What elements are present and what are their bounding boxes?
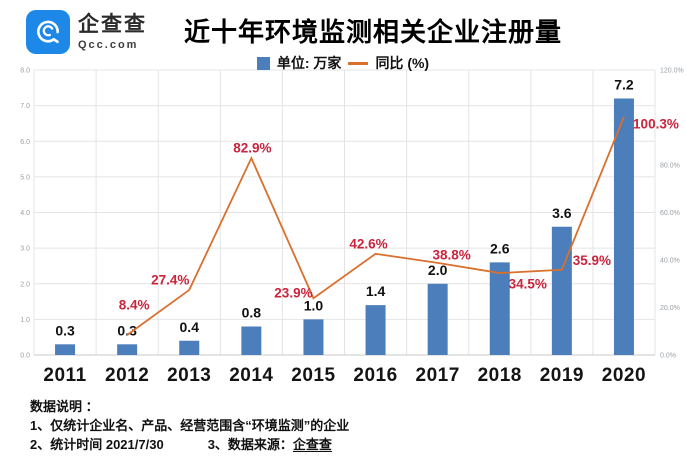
x-axis-label-2014: 2014 <box>229 365 273 386</box>
yoy-label-2014: 82.9% <box>233 141 271 156</box>
bar-legend-label: 单位: 万家 <box>276 55 342 71</box>
bar-2020 <box>613 98 634 355</box>
left-axis-tick: 1.0 <box>20 317 30 324</box>
left-axis-tick: 3.0 <box>20 246 30 253</box>
x-axis-label-2011: 2011 <box>43 365 86 386</box>
yoy-label-2018: 34.5% <box>509 277 547 292</box>
yoy-label-2015: 23.9% <box>274 286 312 301</box>
x-axis-label-2019: 2019 <box>540 365 584 386</box>
yoy-line <box>126 116 625 336</box>
right-axis-tick: 80.0% <box>660 163 680 170</box>
bar-2018 <box>489 262 510 355</box>
x-axis-label-2018: 2018 <box>478 365 522 386</box>
left-axis-tick: 5.0 <box>20 174 30 181</box>
line-legend-swatch-icon <box>348 61 369 65</box>
yoy-label-2020: 100.3% <box>633 116 679 131</box>
bar-value-label-2013: 0.4 <box>180 319 200 335</box>
note-3: 3、数据来源：企查查 <box>207 437 332 452</box>
note-2-3: 2、统计时间 2021/7/30 3、数据来源：企查查 <box>30 435 349 454</box>
bar-value-label-2015: 1.0 <box>304 297 324 313</box>
chart-legend: 单位: 万家 同比 (%) <box>0 53 686 73</box>
notes-heading: 数据说明 ： <box>30 399 99 414</box>
yoy-label-2019: 35.9% <box>573 253 611 268</box>
x-axis-label-2013: 2013 <box>167 365 211 386</box>
x-axis-label-2012: 2012 <box>105 365 149 386</box>
x-axis-label-2017: 2017 <box>416 365 460 386</box>
yoy-label-2012: 8.4% <box>119 298 150 313</box>
note-2: 2、统计时间 2021/7/30 <box>30 437 164 452</box>
x-axis-label-2016: 2016 <box>353 365 397 386</box>
bar-value-label-2020: 7.2 <box>614 77 634 93</box>
line-legend-label: 同比 (%) <box>375 55 430 71</box>
note-1: 1、仅统计企业名、产品、经营范围含“环境监测”的企业 <box>30 418 350 433</box>
note-3-source: 企查查 <box>292 437 332 452</box>
bar-2012 <box>117 344 138 355</box>
right-axis-tick: 120.0% <box>660 68 684 75</box>
bar-value-label-2016: 1.4 <box>366 283 386 299</box>
left-axis-tick: 4.0 <box>20 210 30 217</box>
bar-2017 <box>427 283 448 355</box>
bar-legend-swatch-icon <box>256 56 270 70</box>
bar-2013 <box>179 340 200 355</box>
right-axis-tick: 40.0% <box>660 258 680 265</box>
right-axis-tick: 20.0% <box>660 305 680 312</box>
qcc-logo: 企查查 Qcc.com <box>26 10 147 54</box>
left-axis-tick: 7.0 <box>20 103 30 110</box>
bar-2016 <box>365 305 386 355</box>
bar-value-label-2014: 0.8 <box>242 305 262 321</box>
logo-domain: Qcc.com <box>78 38 139 51</box>
x-axis-label-2015: 2015 <box>291 365 335 386</box>
left-axis-tick: 8.0 <box>20 68 30 75</box>
bar-2014 <box>241 326 262 355</box>
bar-value-label-2017: 2.0 <box>428 262 448 278</box>
yoy-label-2017: 38.8% <box>433 247 471 262</box>
bar-value-label-2012: 0.3 <box>117 322 137 338</box>
right-axis-tick: 60.0% <box>660 210 680 217</box>
bar-value-label-2018: 2.6 <box>490 240 510 256</box>
bar-2015 <box>303 319 324 355</box>
left-axis-tick: 2.0 <box>20 281 30 288</box>
left-axis-tick: 6.0 <box>20 139 30 146</box>
logo-name-cn: 企查查 <box>78 12 147 36</box>
data-notes: 数据说明 ： 1、仅统计企业名、产品、经营范围含“环境监测”的企业 2、统计时间… <box>30 397 349 454</box>
page-title: 近十年环境监测相关企业注册量 <box>183 17 562 47</box>
bar-2011 <box>55 344 76 355</box>
bar-2019 <box>551 226 572 355</box>
x-axis-label-2020: 2020 <box>602 365 646 386</box>
bar-value-label-2019: 3.6 <box>552 205 572 221</box>
qcc-logo-icon <box>26 10 70 54</box>
left-axis-tick: 0.0 <box>20 353 30 360</box>
right-axis-tick: 0.0% <box>660 353 676 360</box>
yoy-label-2013: 27.4% <box>151 272 189 287</box>
bar-value-label-2011: 0.3 <box>55 322 75 338</box>
yoy-label-2016: 42.6% <box>349 236 387 251</box>
